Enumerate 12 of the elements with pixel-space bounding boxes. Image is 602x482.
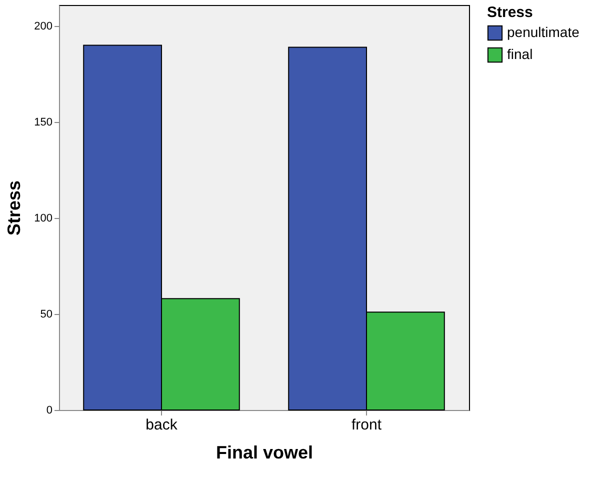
legend-label: final: [507, 46, 533, 62]
x-tick-label: front: [351, 416, 382, 434]
legend-title: Stress: [487, 4, 533, 21]
y-tick-label: 100: [34, 212, 52, 225]
y-tick-label: 150: [34, 116, 52, 129]
y-tick-label: 200: [34, 20, 52, 33]
legend-label: penultimate: [507, 24, 580, 40]
y-tick-label: 0: [46, 404, 52, 416]
x-axis-title: Final vowel: [216, 442, 314, 462]
y-axis-title: Stress: [4, 180, 24, 236]
y-tick-label: 50: [40, 308, 52, 321]
x-tick-label: back: [146, 416, 178, 434]
